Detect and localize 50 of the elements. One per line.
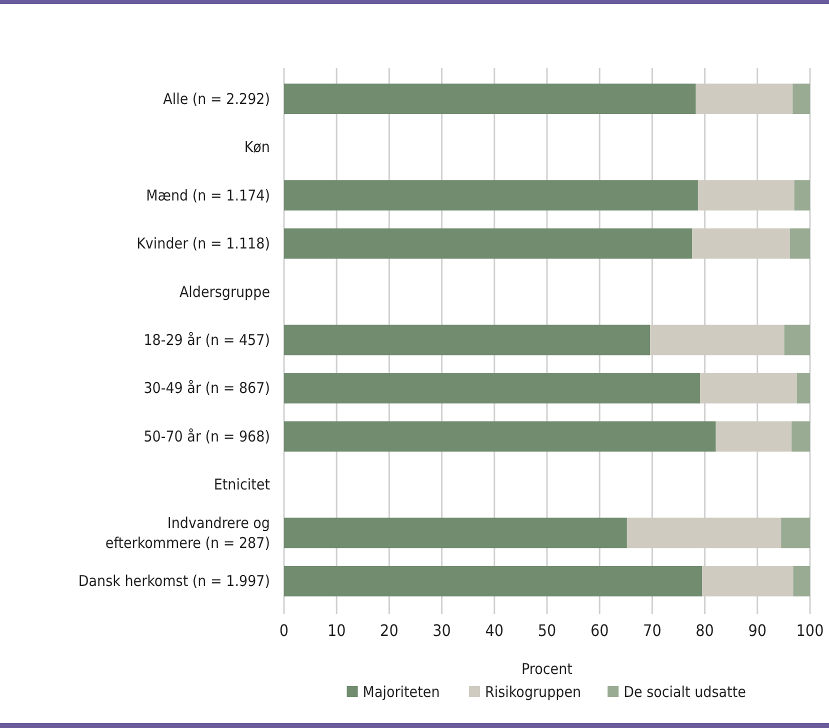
x-tick-label: 60 xyxy=(590,621,609,640)
bar xyxy=(794,180,810,210)
bar xyxy=(284,566,702,596)
bar xyxy=(790,228,810,259)
bar xyxy=(700,373,797,404)
legend-label: De socialt udsatte xyxy=(624,683,746,701)
bar xyxy=(696,84,793,114)
bar xyxy=(781,518,810,548)
y-tick-label: Indvandrere og efterkommere (n = 287) xyxy=(105,514,270,552)
x-tick-label: 50 xyxy=(538,621,556,640)
bar xyxy=(284,84,696,114)
bar xyxy=(796,373,810,404)
x-tick-label: 40 xyxy=(485,621,504,640)
y-tick-label: Alle (n = 2.292) xyxy=(163,90,270,108)
bar xyxy=(792,421,810,452)
x-tick-label: 30 xyxy=(432,621,451,640)
bar xyxy=(284,228,692,259)
y-tick-label: Mænd (n = 1.174) xyxy=(146,186,270,204)
bar xyxy=(626,518,782,548)
x-tick-label: 20 xyxy=(380,621,398,640)
bar xyxy=(284,324,650,356)
y-tick-label: Kvinder (n = 1.118) xyxy=(136,234,270,253)
y-tick-label: 18-29 år (n = 457) xyxy=(144,331,270,349)
y-tick-label: 30-49 år (n = 867) xyxy=(144,379,270,398)
bar xyxy=(284,421,716,452)
y-tick-label: Etnicitet xyxy=(214,476,270,494)
legend-label: Risikogruppen xyxy=(485,683,582,701)
y-tick-label: 50-70 år (n = 968) xyxy=(144,427,270,446)
bar xyxy=(793,566,810,596)
bar xyxy=(692,228,790,259)
bar xyxy=(792,84,810,114)
x-tick-label: 10 xyxy=(327,621,346,640)
y-tick-label: Dansk herkomst (n = 1.997) xyxy=(78,572,270,590)
bar xyxy=(284,518,627,548)
bar xyxy=(702,566,794,596)
bar xyxy=(650,324,784,356)
x-tick-label: 90 xyxy=(748,621,767,640)
x-tick-label: 80 xyxy=(696,621,714,640)
legend-label: Majoriteten xyxy=(362,683,440,701)
bar xyxy=(716,421,792,452)
bar xyxy=(284,180,698,210)
y-tick-label: Aldersgruppe xyxy=(179,282,270,301)
bar xyxy=(284,373,700,404)
bar xyxy=(698,180,794,210)
x-tick-label: 100 xyxy=(796,621,824,640)
x-tick-label: 0 xyxy=(279,621,289,640)
x-axis-title: Procent xyxy=(522,660,572,678)
y-tick-label: Køn xyxy=(244,138,270,156)
bar xyxy=(784,324,810,356)
x-tick-label: 70 xyxy=(643,621,662,640)
